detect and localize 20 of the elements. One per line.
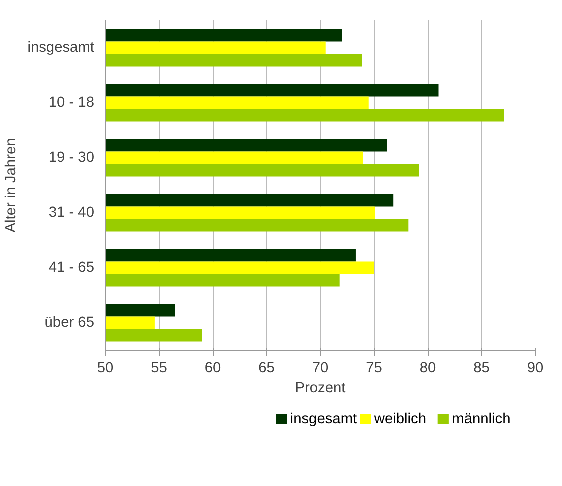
y-tick-label: 19 - 30 bbox=[48, 150, 95, 166]
y-axis-title: Alter in Jahren bbox=[4, 138, 20, 233]
x-axis-title: Prozent bbox=[295, 380, 346, 396]
x-tick-label: 55 bbox=[151, 360, 168, 376]
x-tick-label: 75 bbox=[366, 360, 382, 376]
x-tick-label: 50 bbox=[97, 360, 114, 376]
legend-label: insgesamt bbox=[290, 412, 358, 428]
y-tick-label: insgesamt bbox=[28, 40, 95, 56]
x-tick-label: 60 bbox=[204, 360, 222, 376]
y-tick-label: über 65 bbox=[44, 315, 95, 331]
x-tick-label: 70 bbox=[312, 360, 329, 376]
y-tick-label: 31 - 40 bbox=[48, 205, 95, 221]
x-tick-label: 80 bbox=[420, 360, 436, 376]
x-tick-label: 85 bbox=[474, 360, 490, 376]
legend-label: weiblich bbox=[373, 412, 427, 428]
y-tick-label: 10 - 18 bbox=[48, 95, 95, 111]
y-tick-label: 41 - 65 bbox=[48, 260, 95, 276]
x-tick-label: 65 bbox=[258, 360, 275, 376]
legend-label: männlich bbox=[452, 412, 511, 428]
x-tick-label: 90 bbox=[527, 360, 544, 376]
